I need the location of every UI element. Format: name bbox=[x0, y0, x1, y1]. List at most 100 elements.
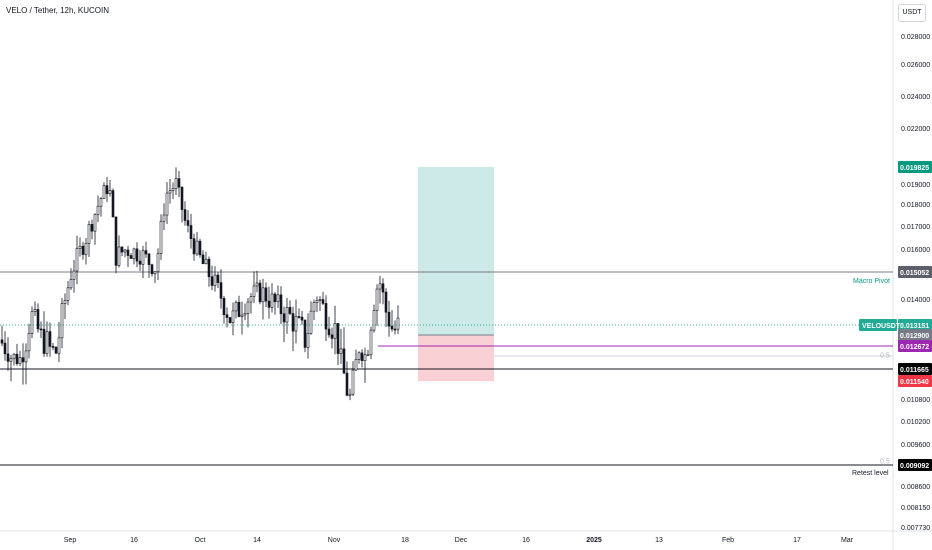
candle-body-91 bbox=[273, 293, 277, 303]
price-tick-13: 0.008150 bbox=[901, 505, 930, 512]
candle-body-51 bbox=[153, 271, 157, 275]
candle-body-54 bbox=[162, 214, 166, 222]
price-label-0: 0.019825 bbox=[900, 165, 929, 172]
candle-body-68 bbox=[204, 258, 208, 265]
candle-body-24 bbox=[72, 270, 76, 280]
candle-body-117 bbox=[351, 369, 355, 395]
price-label-box-4 bbox=[898, 340, 932, 352]
candle-body-107 bbox=[321, 299, 325, 304]
candle-body-42 bbox=[126, 249, 130, 256]
candle-body-94 bbox=[282, 313, 286, 323]
position-loss-zone bbox=[418, 335, 494, 381]
candle-body-80 bbox=[240, 314, 244, 317]
candle-body-34 bbox=[102, 185, 106, 199]
price-label-box-2 bbox=[898, 319, 932, 331]
candle-body-38 bbox=[114, 216, 118, 266]
price-label-4: 0.012672 bbox=[900, 344, 929, 351]
candle-body-19 bbox=[57, 337, 61, 354]
candle-body-59 bbox=[177, 178, 181, 188]
candle-body-66 bbox=[198, 240, 202, 256]
time-tick-7: 16 bbox=[522, 537, 530, 544]
candle-body-120 bbox=[360, 352, 364, 361]
candle-body-50 bbox=[150, 264, 154, 275]
candle-body-103 bbox=[309, 310, 313, 334]
time-tick-8: 2025 bbox=[586, 537, 602, 544]
candle-body-5 bbox=[15, 353, 19, 364]
candle-body-99 bbox=[297, 316, 301, 318]
candle-body-106 bbox=[318, 299, 322, 301]
annotation-1: Retest level bbox=[852, 470, 889, 477]
price-tick-8: 0.014000 bbox=[901, 297, 930, 304]
time-tick-6: Dec bbox=[455, 537, 468, 544]
symbol-label: VELOUSDT bbox=[862, 323, 901, 330]
price-tick-4: 0.019000 bbox=[901, 182, 930, 189]
candle-body-124 bbox=[372, 310, 376, 331]
candle-body-33 bbox=[99, 198, 103, 207]
candle-body-46 bbox=[138, 260, 142, 265]
candle-body-89 bbox=[267, 300, 271, 308]
price-tick-14: 0.007730 bbox=[901, 525, 930, 532]
price-label-box-6 bbox=[898, 375, 932, 387]
candle-body-15 bbox=[45, 331, 49, 354]
price-tick-6: 0.017000 bbox=[901, 224, 930, 231]
time-tick-0: Sep bbox=[64, 537, 77, 544]
time-tick-12: Mar bbox=[841, 537, 854, 544]
candle-body-44 bbox=[132, 248, 136, 259]
candle-body-78 bbox=[234, 301, 238, 312]
candle-body-36 bbox=[108, 190, 112, 195]
candle-body-98 bbox=[294, 316, 298, 332]
candle-body-82 bbox=[246, 301, 250, 314]
candle-body-64 bbox=[192, 238, 196, 255]
candle-body-73 bbox=[219, 282, 223, 299]
candle-body-58 bbox=[174, 178, 178, 189]
candle-body-22 bbox=[66, 287, 70, 301]
candle-body-125 bbox=[375, 288, 379, 311]
candle-body-57 bbox=[171, 188, 175, 192]
candle-body-114 bbox=[342, 348, 346, 374]
candle-body-52 bbox=[156, 253, 160, 273]
candle-body-18 bbox=[54, 346, 58, 354]
currency-button[interactable]: USDT bbox=[898, 4, 926, 22]
candle-body-129 bbox=[387, 311, 391, 327]
price-tick-1: 0.026000 bbox=[901, 62, 930, 69]
candle-body-14 bbox=[42, 328, 46, 354]
candle-body-69 bbox=[207, 258, 211, 278]
candle-body-105 bbox=[315, 299, 319, 303]
candle-body-111 bbox=[333, 323, 337, 339]
position-profit-zone bbox=[418, 167, 494, 335]
price-label-7: 0.009092 bbox=[900, 463, 929, 470]
candle-body-10 bbox=[30, 311, 34, 334]
annotation-2: 0.5 bbox=[880, 352, 890, 359]
candle-body-93 bbox=[279, 294, 283, 315]
candle-body-70 bbox=[210, 276, 214, 286]
candle-body-87 bbox=[261, 287, 265, 303]
candle-body-127 bbox=[381, 283, 385, 293]
candle-body-2 bbox=[6, 353, 10, 362]
chart-title: VELO / Tether, 12h, KUCOIN bbox=[6, 6, 110, 15]
candle-body-53 bbox=[159, 220, 163, 255]
time-tick-9: 13 bbox=[655, 537, 663, 544]
candle-body-26 bbox=[78, 245, 82, 249]
candle-body-122 bbox=[366, 354, 370, 357]
candle-body-16 bbox=[48, 331, 52, 347]
price-label-box-7 bbox=[898, 459, 932, 471]
price-label-box-3 bbox=[898, 329, 932, 341]
candle-body-130 bbox=[390, 325, 394, 330]
time-tick-10: Feb bbox=[722, 537, 734, 544]
time-tick-3: 14 bbox=[253, 537, 261, 544]
candle-body-72 bbox=[216, 274, 220, 283]
price-tick-0: 0.028000 bbox=[901, 34, 930, 41]
candle-body-86 bbox=[258, 282, 262, 303]
candle-body-20 bbox=[60, 303, 64, 339]
price-label-3: 0.012900 bbox=[900, 333, 929, 340]
price-tick-2: 0.024000 bbox=[901, 94, 930, 101]
candle-body-97 bbox=[291, 313, 295, 332]
candle-body-43 bbox=[129, 255, 133, 259]
candle-body-61 bbox=[183, 209, 187, 221]
candle-body-56 bbox=[168, 190, 172, 194]
candle-body-3 bbox=[9, 358, 13, 362]
candle-body-49 bbox=[147, 253, 151, 265]
price-label-6: 0.011540 bbox=[900, 379, 929, 386]
